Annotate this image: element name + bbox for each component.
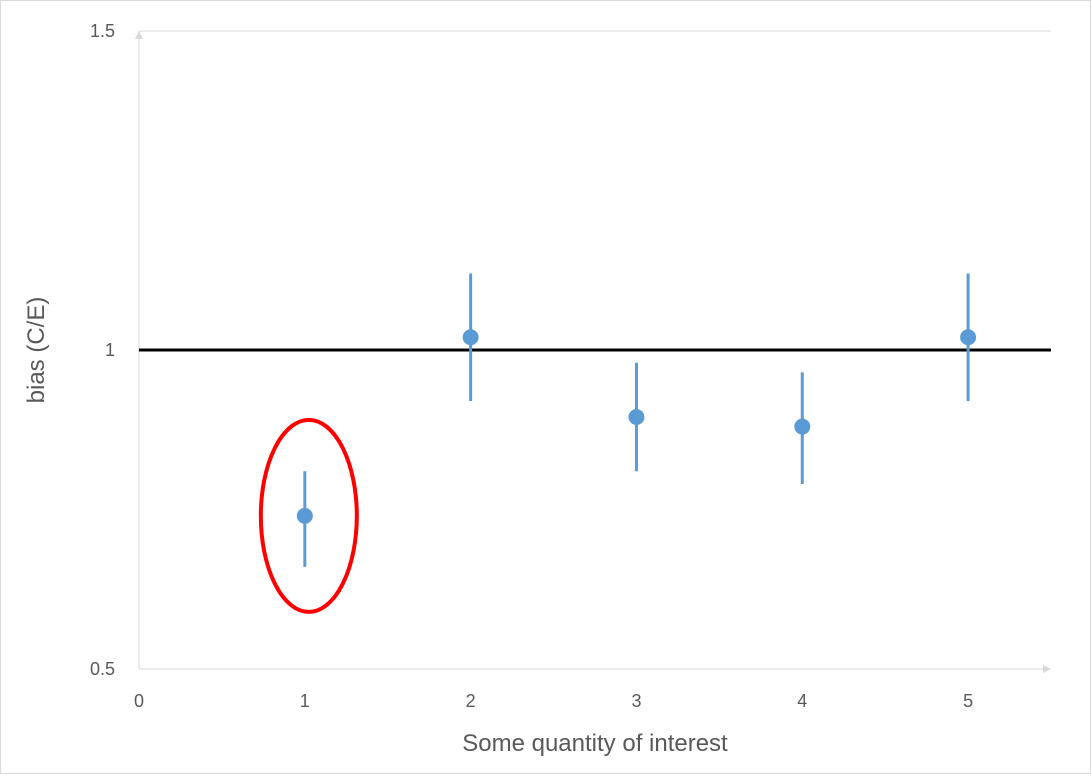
y-tick-label: 1.5 xyxy=(90,21,115,41)
x-tick-label: 2 xyxy=(466,691,476,711)
data-point xyxy=(794,418,811,435)
x-tick-label: 0 xyxy=(134,691,144,711)
x-tick-labels: 0 1 2 3 4 5 xyxy=(134,691,973,711)
y-tick-labels: 0.5 1 1.5 xyxy=(90,21,115,679)
x-axis-arrow-icon xyxy=(1043,665,1051,673)
x-tick-label: 5 xyxy=(963,691,973,711)
y-tick-label: 0.5 xyxy=(90,659,115,679)
x-tick-label: 1 xyxy=(300,691,310,711)
data-point xyxy=(296,507,313,524)
data-points xyxy=(296,329,977,524)
x-tick-label: 3 xyxy=(631,691,641,711)
x-tick-label: 4 xyxy=(797,691,807,711)
y-tick-label: 1 xyxy=(105,340,115,360)
highlight-ellipse xyxy=(258,417,359,614)
x-axis-title: Some quantity of interest xyxy=(462,730,728,757)
data-point xyxy=(628,408,645,425)
data-point xyxy=(960,329,977,346)
y-axis-title: bias (C/E) xyxy=(23,297,50,404)
y-axis-arrow-icon xyxy=(135,31,143,39)
data-point xyxy=(462,329,479,346)
